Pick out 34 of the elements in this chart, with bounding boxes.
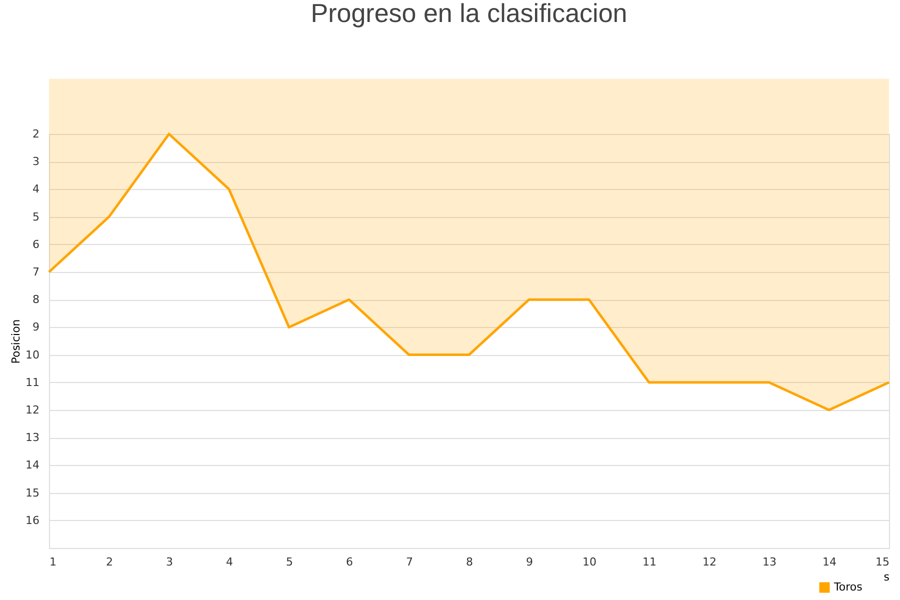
y-tick-label: 4 [32, 182, 40, 196]
y-axis-title: Posicion [10, 319, 23, 364]
y-tick-label: 11 [26, 376, 40, 389]
x-tick-label: 11 [642, 556, 656, 568]
y-tick-label: 15 [26, 486, 40, 500]
x-tick-label: 9 [526, 556, 533, 568]
y-tick-label: 14 [26, 458, 40, 472]
y-tick-label: 10 [26, 348, 40, 362]
x-tick-label: 14 [822, 556, 836, 568]
x-tick-label: 10 [582, 556, 596, 568]
y-tick-label: 6 [32, 238, 40, 251]
x-tick-label: 8 [466, 556, 473, 568]
x-tick-label: 12 [702, 556, 716, 568]
legend-label: Toros [833, 580, 863, 594]
x-axis-title: s [884, 570, 890, 584]
x-tick-label: 4 [226, 556, 233, 568]
x-tick-label: 6 [346, 556, 353, 568]
x-tick-label: 13 [762, 556, 776, 568]
y-tick-label: 5 [32, 210, 40, 224]
y-tick-label: 3 [32, 155, 40, 168]
y-tick-label: 2 [32, 128, 40, 140]
x-tick-label: 15 [876, 556, 890, 568]
y-tick-label: 8 [32, 293, 40, 306]
x-tick-label: 5 [286, 556, 293, 568]
y-tick-label: 9 [32, 320, 40, 334]
x-tick-label: 1 [50, 556, 56, 568]
x-tick-label: 2 [106, 556, 113, 568]
y-tick-label: 16 [26, 514, 40, 527]
y-tick-label: 12 [26, 404, 40, 416]
x-tick-label: 7 [406, 556, 413, 568]
y-tick-label: 13 [26, 431, 40, 444]
y-tick-label: 7 [32, 266, 40, 278]
x-tick-label: 3 [166, 556, 173, 568]
chart-title: Progreso en la clasificacion [310, 0, 628, 28]
